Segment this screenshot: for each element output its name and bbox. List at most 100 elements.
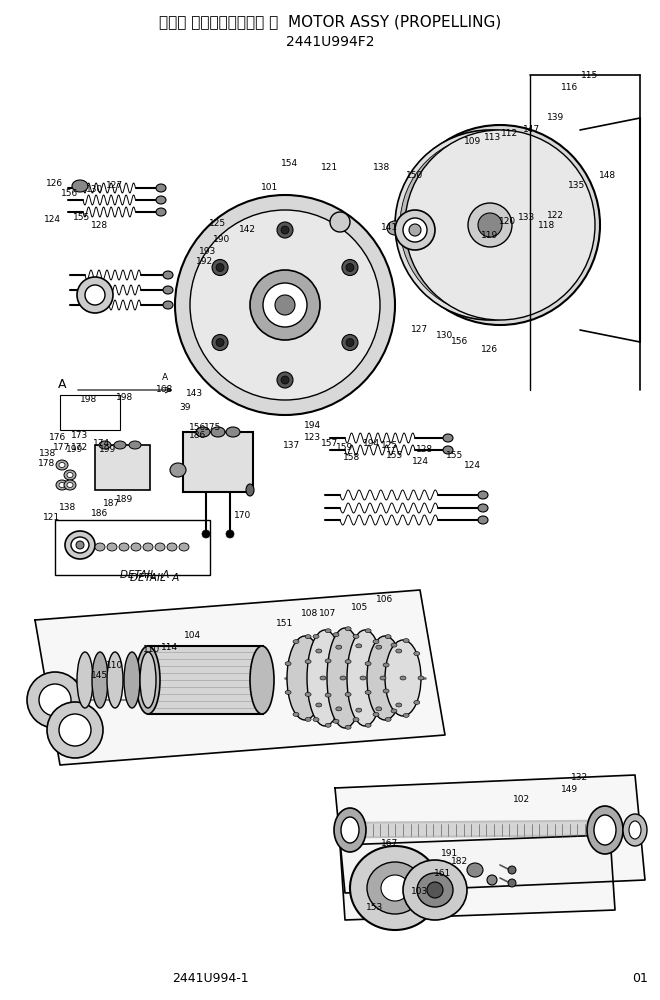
Bar: [95, 445, 150, 490]
Ellipse shape: [391, 643, 397, 647]
Text: A: A: [58, 378, 66, 391]
Ellipse shape: [387, 221, 403, 235]
Text: 148: 148: [599, 170, 616, 180]
Ellipse shape: [345, 725, 351, 729]
Ellipse shape: [226, 427, 240, 437]
Ellipse shape: [190, 210, 380, 400]
Text: 191: 191: [442, 848, 459, 857]
Ellipse shape: [226, 530, 234, 538]
Text: 118: 118: [539, 221, 556, 230]
Text: 175: 175: [205, 422, 222, 432]
Text: 122: 122: [546, 211, 564, 220]
Ellipse shape: [417, 873, 453, 907]
Ellipse shape: [478, 213, 502, 237]
Text: 121: 121: [321, 163, 339, 172]
Text: 135: 135: [568, 180, 585, 190]
Ellipse shape: [107, 543, 117, 551]
Ellipse shape: [383, 689, 389, 693]
Ellipse shape: [373, 640, 379, 644]
Ellipse shape: [246, 484, 254, 496]
Text: 158: 158: [343, 454, 360, 462]
Ellipse shape: [212, 259, 228, 275]
Text: 126: 126: [46, 178, 63, 188]
Ellipse shape: [365, 662, 371, 666]
Text: 119: 119: [481, 231, 498, 239]
Text: 194: 194: [364, 438, 381, 448]
Text: 178: 178: [38, 458, 55, 468]
Ellipse shape: [342, 259, 358, 275]
Ellipse shape: [320, 676, 326, 680]
Text: 138: 138: [40, 448, 57, 458]
Ellipse shape: [305, 635, 311, 639]
Ellipse shape: [315, 649, 322, 653]
Text: 157: 157: [321, 438, 339, 448]
Text: 106: 106: [376, 595, 393, 604]
Ellipse shape: [414, 652, 420, 656]
Ellipse shape: [345, 692, 351, 696]
Text: 104: 104: [184, 631, 201, 640]
Ellipse shape: [395, 130, 585, 320]
Text: 120: 120: [500, 218, 517, 227]
Ellipse shape: [305, 692, 311, 696]
Ellipse shape: [275, 295, 295, 315]
Ellipse shape: [59, 714, 91, 746]
Ellipse shape: [365, 690, 371, 694]
Text: 155: 155: [73, 214, 90, 223]
Text: 149: 149: [562, 786, 579, 794]
Ellipse shape: [136, 646, 160, 714]
Text: 128: 128: [92, 221, 108, 230]
Ellipse shape: [293, 640, 299, 644]
Text: 156: 156: [61, 188, 79, 198]
Text: 127: 127: [106, 180, 123, 190]
Ellipse shape: [77, 277, 113, 313]
Bar: [183, 432, 253, 492]
Text: 198: 198: [116, 393, 133, 402]
Ellipse shape: [334, 808, 366, 852]
Ellipse shape: [336, 645, 342, 649]
Text: 174: 174: [94, 440, 111, 448]
Ellipse shape: [196, 427, 210, 437]
Ellipse shape: [313, 634, 319, 638]
Ellipse shape: [443, 434, 453, 442]
Text: 156: 156: [189, 424, 207, 432]
Text: 113: 113: [484, 132, 502, 141]
Ellipse shape: [64, 480, 76, 490]
Text: 110: 110: [143, 646, 160, 654]
Polygon shape: [335, 775, 645, 893]
Text: DETAIL  A: DETAIL A: [130, 573, 180, 583]
Ellipse shape: [216, 338, 224, 347]
Ellipse shape: [396, 703, 402, 707]
Text: 108: 108: [302, 608, 319, 617]
Ellipse shape: [325, 659, 331, 663]
Ellipse shape: [587, 806, 623, 854]
Ellipse shape: [400, 135, 580, 315]
Text: 130: 130: [436, 332, 453, 340]
Ellipse shape: [202, 530, 210, 538]
Ellipse shape: [365, 629, 371, 633]
Ellipse shape: [263, 283, 307, 327]
Text: 128: 128: [416, 446, 434, 454]
Ellipse shape: [27, 672, 83, 728]
Ellipse shape: [163, 301, 173, 309]
Ellipse shape: [72, 180, 88, 192]
Text: DETAIL  A: DETAIL A: [120, 570, 170, 580]
Text: 105: 105: [351, 602, 369, 611]
Ellipse shape: [315, 703, 322, 707]
Ellipse shape: [67, 473, 73, 478]
Ellipse shape: [403, 218, 427, 242]
Ellipse shape: [250, 646, 274, 714]
Ellipse shape: [327, 628, 363, 728]
Text: 161: 161: [434, 868, 451, 878]
Ellipse shape: [285, 690, 291, 694]
Text: 114: 114: [162, 643, 179, 652]
Ellipse shape: [405, 130, 595, 320]
Ellipse shape: [408, 143, 572, 307]
Text: 182: 182: [451, 857, 469, 866]
Text: 138: 138: [374, 163, 391, 172]
Ellipse shape: [391, 709, 397, 713]
Text: 109: 109: [465, 136, 482, 145]
Text: 176: 176: [50, 432, 67, 442]
Ellipse shape: [409, 224, 421, 236]
Text: 187: 187: [104, 498, 121, 508]
Ellipse shape: [404, 139, 576, 311]
